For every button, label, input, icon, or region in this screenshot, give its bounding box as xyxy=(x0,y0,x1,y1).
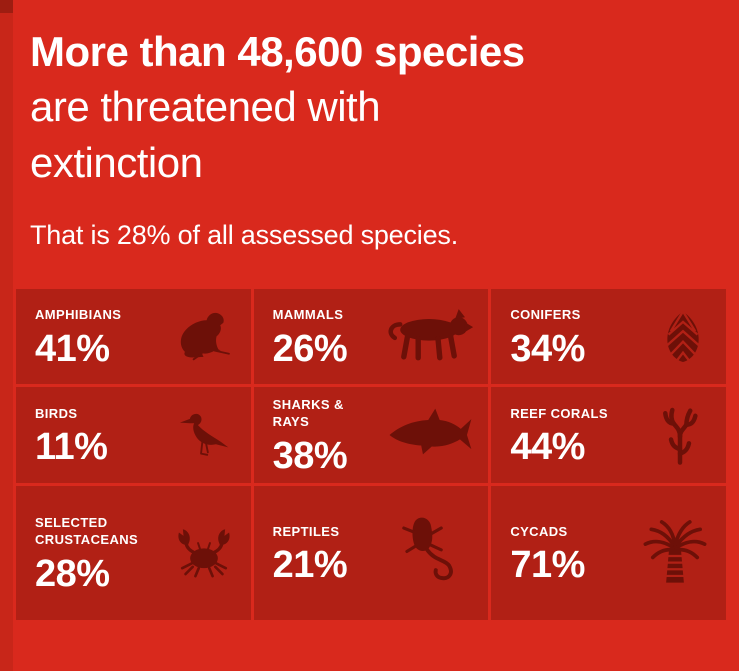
coral-icon xyxy=(648,403,712,467)
left-edge-corner xyxy=(0,0,13,13)
category-percent: 71% xyxy=(510,544,585,587)
category-cell-mammals: MAMMALS 26% xyxy=(253,289,489,385)
subtitle: That is 28% of all assessed species. xyxy=(30,220,459,251)
category-cell-cycads: CYCADS 71% xyxy=(491,486,726,621)
category-label: CYCADS xyxy=(510,523,568,539)
title-emphasis: More than 48,600 species xyxy=(30,28,525,75)
shark-icon xyxy=(386,391,474,479)
category-percent: 11% xyxy=(35,426,108,469)
frog-icon xyxy=(175,306,237,368)
crab-icon xyxy=(171,520,237,586)
bird-icon xyxy=(175,404,237,466)
category-percent: 28% xyxy=(35,552,110,595)
tiger-icon xyxy=(384,292,474,382)
category-label: CONIFERS xyxy=(510,307,581,323)
category-percent: 38% xyxy=(272,434,348,477)
category-cell-sharks-rays: SHARKS & RAYS 38% xyxy=(253,387,489,484)
category-label: BIRDS xyxy=(35,405,78,421)
pine-cone-icon xyxy=(654,308,712,366)
category-label: REEF CORALS xyxy=(510,405,608,421)
category-cell-selected-crustaceans: SELECTED CRUSTACEANS 28% xyxy=(16,486,251,621)
cycad-icon xyxy=(638,516,712,590)
category-label: SHARKS & RAYS xyxy=(272,396,344,430)
category-cell-conifers: CONIFERS 34% xyxy=(491,289,726,385)
category-percent: 44% xyxy=(510,426,585,469)
page-title: More than 48,600 species are threatened … xyxy=(30,24,550,190)
category-label: REPTILES xyxy=(272,523,340,539)
category-label: AMPHIBIANS xyxy=(35,307,122,323)
category-cell-reef-corals: REEF CORALS 44% xyxy=(491,387,726,484)
category-percent: 26% xyxy=(272,327,348,370)
category-cell-reptiles: REPTILES 21% xyxy=(253,486,489,621)
left-edge-strip xyxy=(0,0,13,671)
header: More than 48,600 species are threatened … xyxy=(0,0,739,251)
category-percent: 21% xyxy=(272,544,348,587)
category-cell-birds: BIRDS 11% xyxy=(16,387,251,484)
title-rest: are threatened with extinction xyxy=(30,83,381,186)
category-cell-amphibians: AMPHIBIANS 41% xyxy=(16,289,251,385)
category-label: MAMMALS xyxy=(272,307,344,323)
lizard-icon xyxy=(396,514,474,592)
category-percent: 41% xyxy=(35,327,110,370)
category-label: SELECTED CRUSTACEANS xyxy=(35,514,139,548)
category-percent: 34% xyxy=(510,327,585,370)
category-grid: AMPHIBIANS 41% MAMMALS 26% xyxy=(16,289,726,621)
